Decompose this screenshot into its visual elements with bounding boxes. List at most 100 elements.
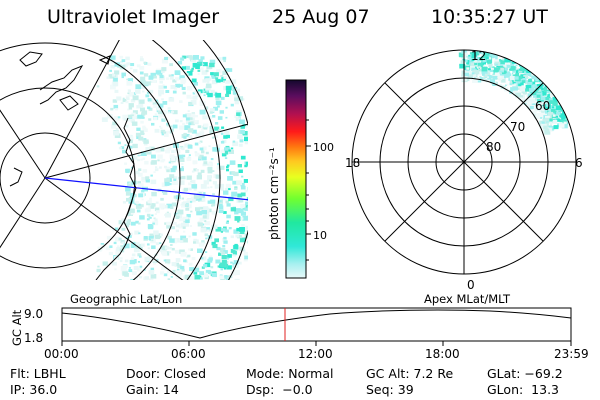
aurora-pixel: [191, 179, 196, 184]
aurora-pixel: [247, 133, 248, 139]
aurora-pixel: [207, 166, 213, 171]
aurora-pixel: [132, 143, 138, 149]
aurora-pixel: [171, 247, 175, 251]
aurora-pixel: [226, 168, 229, 172]
aurora-pixel: [186, 55, 190, 58]
aurora-pixel: [165, 77, 169, 80]
aurora-pixel: [200, 56, 205, 60]
aurora-pixel: [184, 274, 191, 280]
aurora-pixel: [493, 58, 500, 64]
aurora-pixel: [188, 154, 191, 156]
aurora-pixel: [203, 90, 206, 93]
aurora-pixel: [142, 84, 146, 87]
aurora-pixel: [184, 222, 189, 227]
aurora-pixel: [122, 114, 129, 120]
aurora-pixel: [568, 116, 572, 120]
status-gc-alt: GC Alt: 7.2 Re: [366, 366, 454, 381]
aurora-pixel: [115, 128, 119, 131]
aurora-pixel: [501, 70, 507, 75]
longitude-lines: [0, 40, 248, 280]
aurora-pixel: [478, 68, 481, 71]
aurora-pixel: [509, 90, 514, 94]
aurora-pixel: [476, 62, 479, 65]
aurora-pixel: [154, 128, 160, 133]
aurora-pixel: [162, 101, 168, 105]
aurora-pixel: [186, 71, 193, 76]
aurora-pixel: [149, 238, 152, 241]
aurora-pixel: [208, 162, 213, 167]
aurora-pixel: [225, 183, 232, 189]
aurora-pixel: [518, 83, 522, 87]
aurora-pixel: [143, 73, 149, 77]
aurora-pixel: [179, 120, 183, 123]
aurora-pixel: [101, 117, 108, 122]
aurora-pixel: [182, 226, 186, 229]
aurora-pixel: [226, 90, 231, 95]
aurora-pixel: [244, 164, 248, 168]
aurora-pixel: [231, 191, 238, 197]
aurora-pixel: [168, 97, 175, 102]
altitude-curve: [61, 309, 572, 339]
aurora-pixel: [553, 99, 558, 103]
status-ip: IP: 36.0: [10, 382, 58, 397]
aurora-pixel: [105, 246, 111, 251]
aurora-pixel: [474, 60, 480, 65]
aurora-pixel: [555, 115, 559, 118]
aurora-pixel: [520, 82, 524, 86]
aurora-pixel: [143, 236, 148, 240]
aurora-pixel: [130, 195, 135, 200]
aurora-pixel: [226, 257, 229, 260]
aurora-pixel: [157, 236, 160, 239]
mlt-label-0: 0: [467, 278, 475, 292]
aurora-pixel: [179, 145, 184, 149]
aurora-pixel: [215, 226, 222, 232]
aurora-pixel: [137, 253, 142, 257]
aurora-pixel: [218, 209, 224, 214]
aurora-pixel: [133, 266, 139, 270]
aurora-pixel: [172, 90, 177, 94]
aurora-pixel: [116, 96, 122, 101]
aurora-pixel: [209, 77, 212, 79]
latitude-circles: [0, 40, 248, 280]
aurora-pixel: [130, 192, 135, 197]
aurora-pixel: [542, 104, 545, 107]
aurora-pixel: [121, 241, 124, 244]
aurora-pixel: [126, 236, 130, 240]
aurora-pixel: [200, 257, 204, 260]
aurora-pixel: [133, 156, 138, 160]
aurora-pixel: [223, 211, 227, 214]
aurora-pixel: [513, 86, 518, 91]
aurora-pixel: [210, 266, 214, 269]
aurora-pixel: [537, 89, 541, 92]
aurora-pixel: [148, 89, 154, 94]
aurora-pixel: [550, 108, 556, 113]
aurora-pixel: [232, 140, 236, 143]
aurora-pixel: [151, 245, 156, 249]
aurora-pixel: [166, 221, 172, 227]
aurora-pixel: [148, 107, 153, 111]
aurora-pixel: [224, 157, 228, 159]
aurora-pixel: [170, 244, 173, 246]
aurora-pixel: [236, 227, 241, 232]
aurora-pixel: [123, 63, 128, 68]
aurora-pixel: [125, 191, 131, 196]
aurora-pixel: [178, 146, 181, 149]
aurora-pixel: [482, 73, 485, 76]
aurora-pixel: [233, 171, 239, 177]
aurora-pixel: [545, 82, 552, 88]
aurora-pixel: [120, 146, 125, 150]
aurora-pixel: [179, 75, 185, 80]
aurora-pixel: [540, 90, 546, 94]
aurora-pixel: [145, 147, 152, 152]
aurora-pixel: [125, 95, 130, 99]
aurora-pixel: [180, 80, 186, 85]
aurora-pixel: [236, 180, 243, 186]
aurora-pixel: [201, 192, 206, 196]
aurora-pixel: [552, 96, 557, 100]
aurora-pixel: [549, 122, 553, 125]
aurora-pixel: [171, 150, 175, 153]
aurora-pixel: [131, 166, 134, 169]
apex-panel-label: Apex MLat/MLT: [424, 292, 511, 306]
aurora-pixel: [212, 181, 217, 185]
aurora-pixel: [559, 119, 564, 123]
